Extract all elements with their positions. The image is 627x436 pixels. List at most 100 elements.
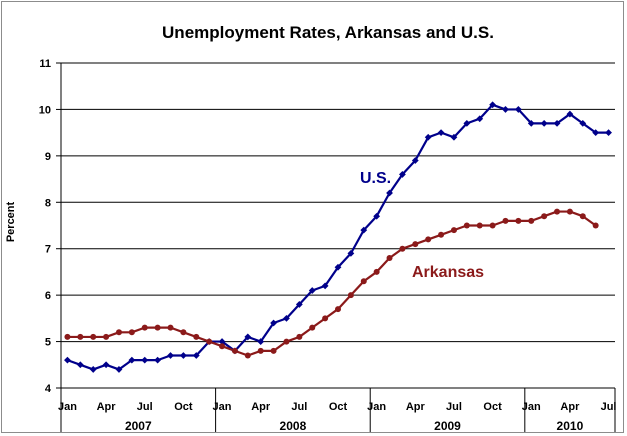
x-tick-label: Jul [137,401,153,413]
series-markers [64,101,612,373]
data-point [115,329,122,336]
x-tick-label: Oct [329,401,348,413]
x-tick-label: Apr [560,401,580,413]
x-tick-label: Oct [483,401,502,413]
data-point [541,213,548,220]
x-year-label: 2007 [125,419,152,433]
data-point [257,347,264,354]
data-point [90,333,97,340]
y-axis-label: Percent [5,201,17,242]
data-point [360,278,367,285]
data-point [283,314,290,322]
data-point [386,189,393,197]
data-point [309,324,316,331]
x-tick-labels: Jan Apr Jul Oct Jan Apr Jul Oct Jan Apr Jul Oct Jan A… [58,401,617,413]
data-point [335,306,341,313]
data-point [167,352,174,359]
x-year-label: 2008 [280,419,307,433]
data-point [192,352,200,359]
y-tick-label: 11 [39,58,51,70]
data-point [154,356,162,364]
y-tick-label: 6 [45,290,51,302]
data-point [373,212,381,220]
data-point [76,361,84,369]
data-point [566,208,573,215]
data-point [579,213,586,220]
x-tick-label: Apr [251,401,271,413]
data-point [489,222,496,229]
x-tick-label: Jan [367,401,386,413]
data-point [64,333,71,340]
data-point [437,129,445,137]
data-point [554,208,561,215]
data-point [308,287,316,294]
data-point [128,356,136,364]
x-tick-label: Jul [446,401,462,413]
series-label: Arkansas [412,264,484,281]
x-tick-label: Jan [522,401,541,413]
data-point [514,106,522,113]
data-point [218,338,226,345]
y-tick-label: 9 [45,151,51,163]
data-point [270,347,277,354]
series-labels: U.S. Arkansas [360,170,484,281]
series-label: U.S. [360,170,391,187]
data-point [154,324,161,331]
data-point [244,352,251,359]
data-point [347,292,354,299]
data-point [321,282,329,290]
series-line-1 [67,210,597,357]
data-point [386,255,393,261]
x-tick-label: Jan [213,401,232,413]
data-point [528,217,535,224]
x-tick-label: Apr [97,401,117,413]
data-point [425,236,432,243]
data-point [553,119,561,127]
data-point [450,227,457,234]
data-point [206,338,213,345]
data-point [141,356,149,364]
data-point [592,129,600,137]
data-point [296,333,303,340]
data-point [399,171,406,178]
chart-title: Unemployment Rates, Arkansas and U.S. [162,23,494,42]
data-point [424,133,432,141]
data-point [412,241,419,248]
data-point [180,329,187,336]
y-tick-label: 10 [39,104,51,116]
data-point [476,115,484,123]
data-point [399,245,406,252]
data-point [103,333,110,340]
data-point [515,217,522,224]
data-point [347,249,355,257]
data-point [463,222,470,229]
data-point [502,217,509,224]
data-point [89,366,97,373]
data-point [231,347,238,354]
x-year-labels: 2007 2008 2009 2010 [125,419,584,433]
data-point [128,329,135,336]
data-point [270,319,277,327]
data-point [257,338,265,345]
x-tick-label: Jul [601,401,617,413]
data-point [373,268,380,275]
data-point [489,101,497,109]
data-point [141,324,148,331]
data-point [283,338,290,345]
series-lines [67,103,609,371]
data-point [295,301,303,308]
data-point [540,119,548,127]
data-point [115,366,123,373]
data-point [64,356,71,364]
data-point [102,361,110,369]
data-point [244,333,252,341]
y-tick-label: 5 [45,337,51,349]
data-point [463,119,471,127]
x-tick-label: Jul [291,401,307,413]
series-line-0 [67,103,609,371]
data-point [502,106,509,113]
data-point [193,333,200,340]
data-point [605,129,612,137]
